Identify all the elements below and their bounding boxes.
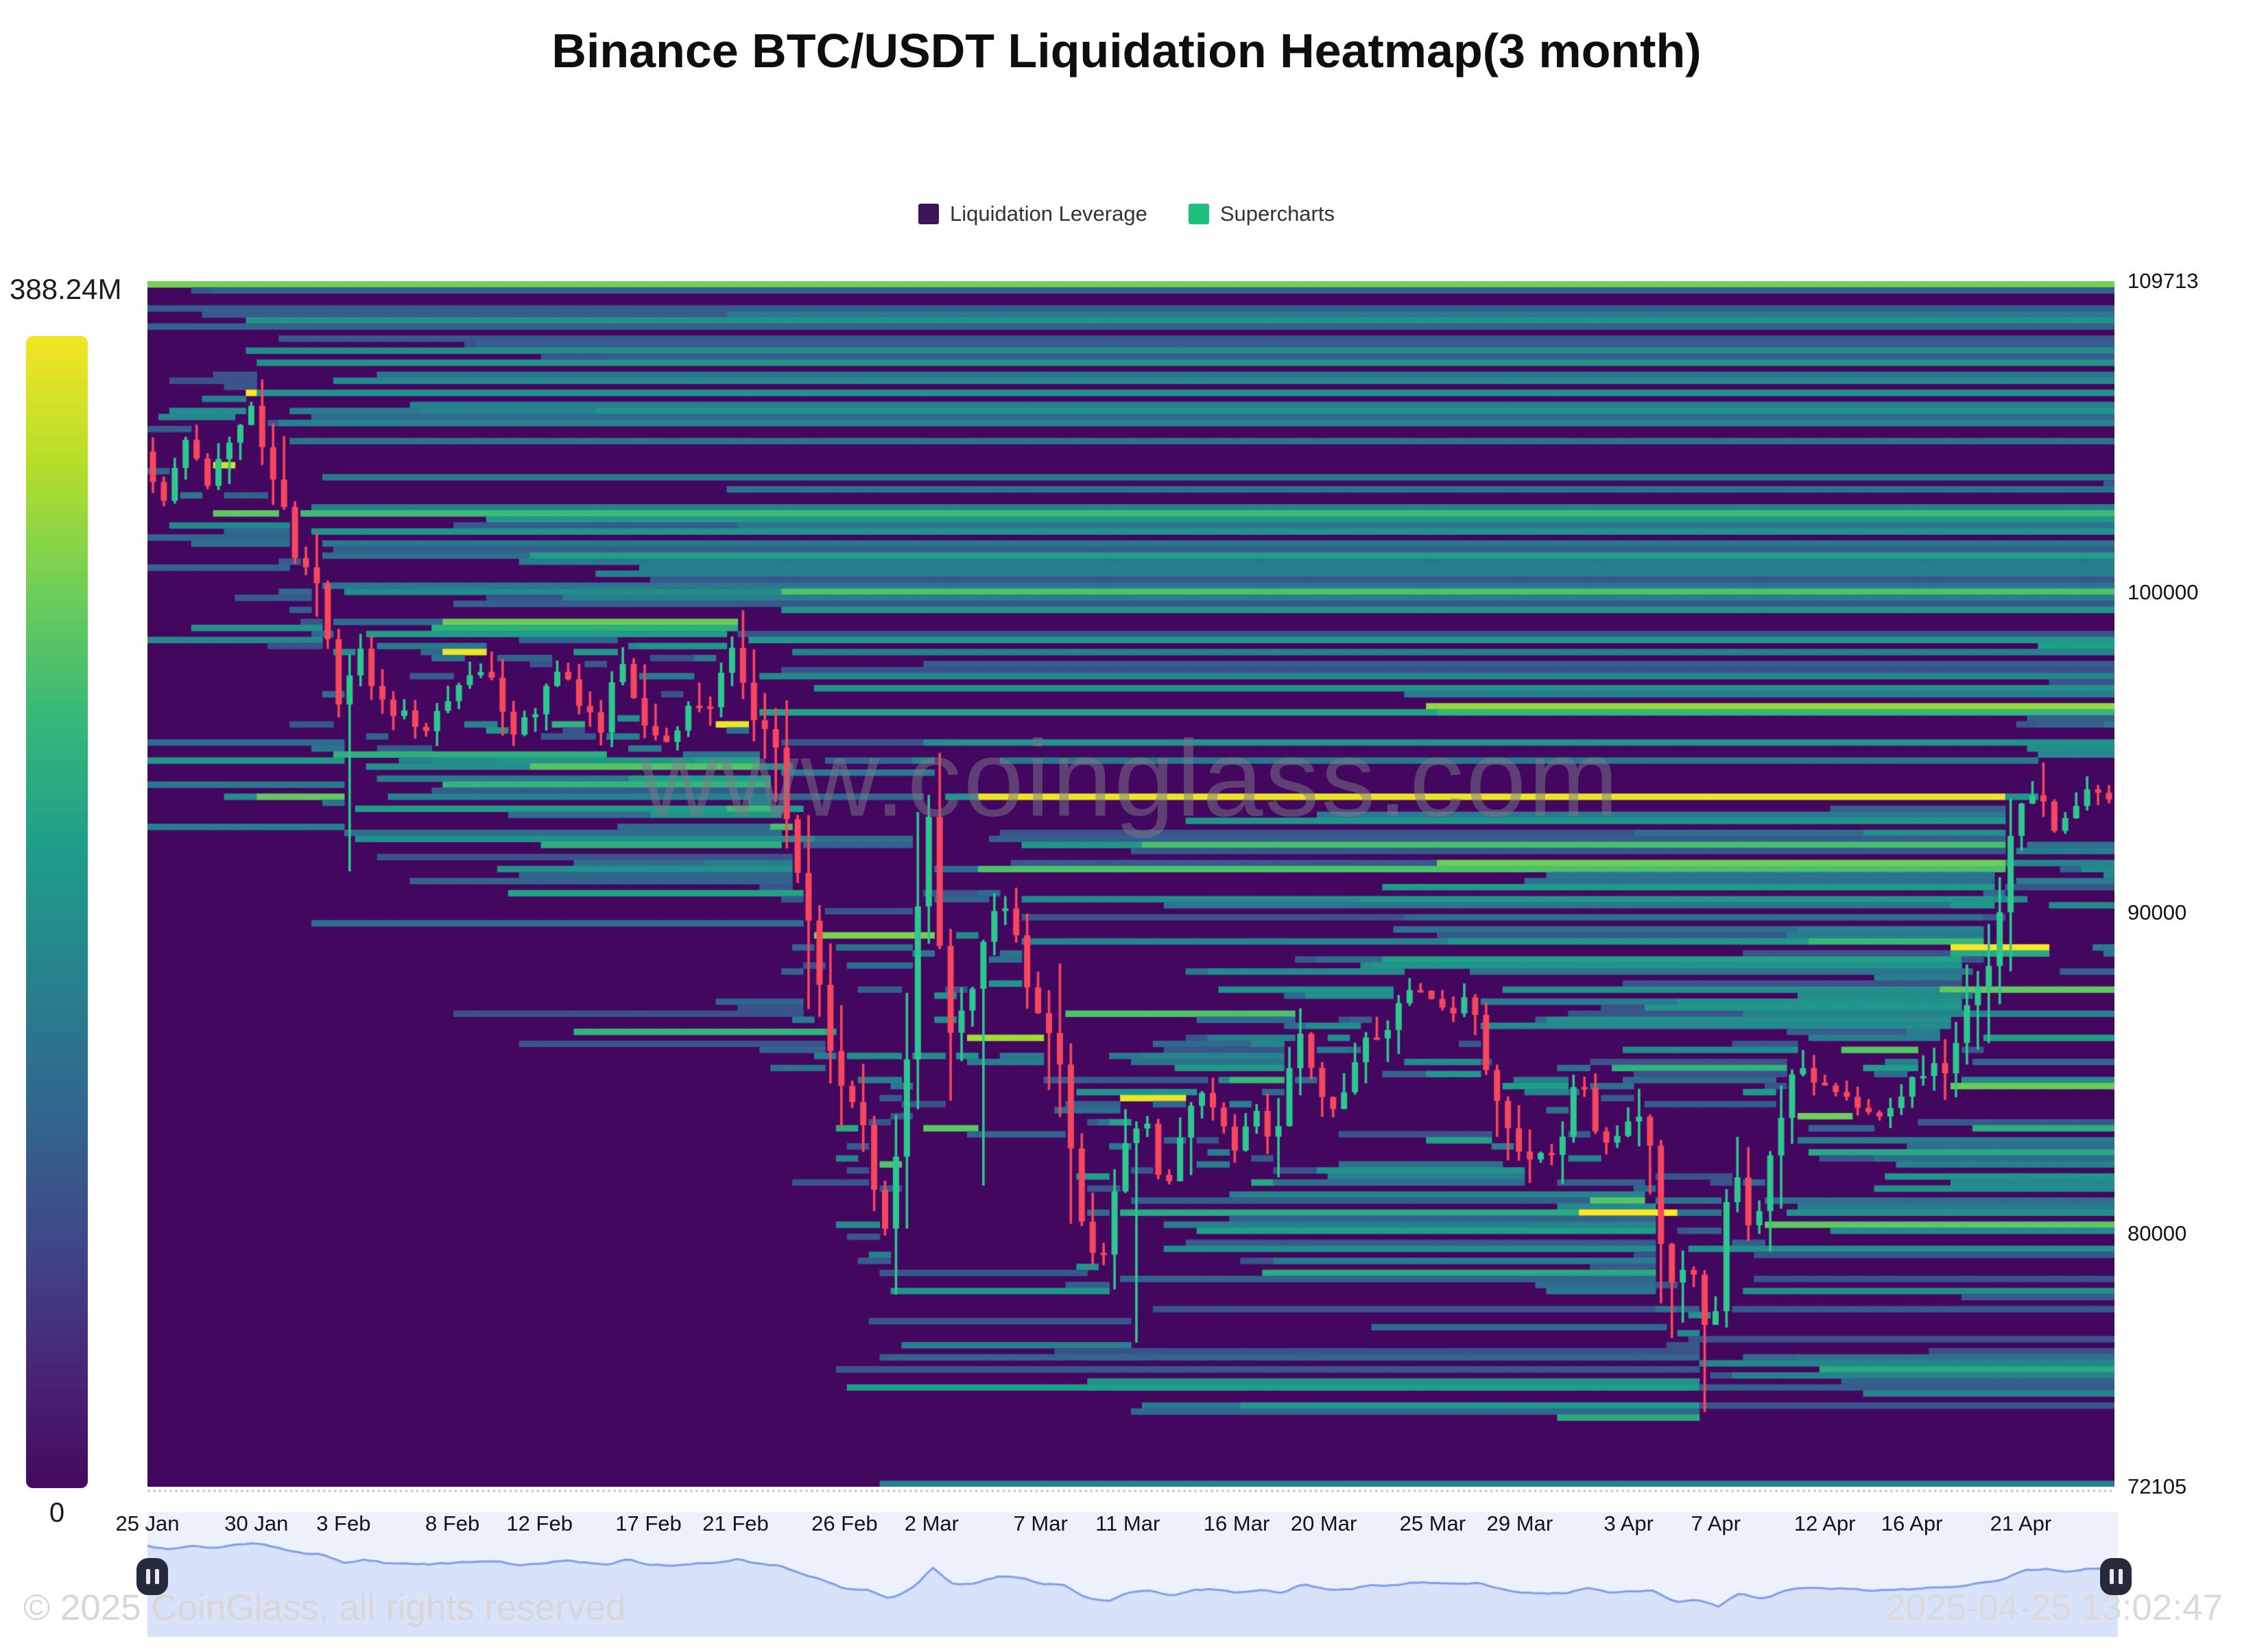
- x-tick-label: 26 Feb: [811, 1511, 878, 1535]
- pause-icon: [145, 1569, 150, 1584]
- legend-swatch-green-icon: [1188, 204, 1209, 224]
- heatmap-canvas[interactable]: [147, 281, 2114, 1487]
- plot-bottom-dashes: [147, 1489, 2114, 1492]
- x-tick-label: 3 Feb: [316, 1511, 371, 1535]
- x-tick-label: 25 Jan: [115, 1511, 180, 1535]
- x-tick-label: 16 Mar: [1203, 1511, 1270, 1535]
- pause-icon: [2118, 1569, 2123, 1584]
- y-tick-label: 90000: [2127, 900, 2187, 925]
- timestamp-text: 2025-04-25 13:02:47: [1885, 1588, 2223, 1628]
- navigator-pause-left-button[interactable]: [136, 1558, 168, 1595]
- navigator-pause-right-button[interactable]: [2100, 1558, 2132, 1595]
- y-tick-label: 80000: [2127, 1221, 2187, 1245]
- page-title: Binance BTC/USDT Liquidation Heatmap(3 m…: [551, 24, 1702, 77]
- x-tick-label: 17 Feb: [615, 1511, 682, 1535]
- colorbar-min-label: 0: [49, 1498, 65, 1528]
- x-tick-label: 7 Apr: [1691, 1511, 1741, 1535]
- x-tick-label: 12 Feb: [506, 1511, 573, 1535]
- legend-item-liquidation-leverage[interactable]: Liquidation Leverage: [918, 202, 1147, 226]
- y-tick-label: 72105: [2127, 1474, 2187, 1498]
- pause-icon: [154, 1569, 159, 1584]
- legend-label: Supercharts: [1219, 202, 1335, 226]
- x-tick-label: 2 Mar: [904, 1511, 959, 1535]
- legend-swatch-purple-icon: [918, 204, 939, 224]
- x-tick-label: 20 Mar: [1290, 1511, 1357, 1535]
- x-tick-label: 8 Feb: [425, 1511, 480, 1535]
- colorbar-max-label: 388.24M: [10, 273, 122, 305]
- navigator[interactable]: [147, 1512, 2118, 1640]
- x-tick-label: 3 Apr: [1604, 1511, 1654, 1535]
- copyright-text: © 2025 CoinGlass, all rights reserved: [23, 1588, 626, 1628]
- x-tick-label: 29 Mar: [1486, 1511, 1553, 1535]
- y-tick-label: 109713: [2127, 269, 2199, 293]
- chart-legend: Liquidation Leverage Supercharts: [0, 202, 2253, 226]
- x-tick-label: 25 Mar: [1399, 1511, 1466, 1535]
- x-tick-label: 12 Apr: [1793, 1511, 1856, 1535]
- x-tick-label: 21 Apr: [1990, 1511, 2052, 1535]
- x-tick-label: 11 Mar: [1095, 1511, 1160, 1535]
- x-tick-label: 21 Feb: [702, 1511, 769, 1535]
- legend-item-supercharts[interactable]: Supercharts: [1188, 202, 1335, 226]
- colorbar-gradient: [26, 336, 88, 1488]
- legend-label: Liquidation Leverage: [950, 202, 1147, 226]
- x-tick-label: 30 Jan: [224, 1511, 289, 1535]
- pause-icon: [2109, 1569, 2114, 1584]
- navigator-canvas[interactable]: [147, 1512, 2118, 1637]
- y-tick-label: 100000: [2127, 580, 2199, 605]
- x-tick-label: 7 Mar: [1013, 1511, 1068, 1535]
- x-tick-label: 16 Apr: [1881, 1511, 1943, 1535]
